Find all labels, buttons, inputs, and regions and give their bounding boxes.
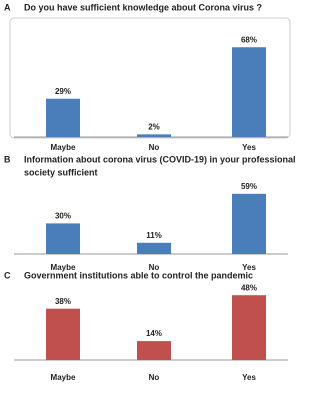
x-tick-label: Yes xyxy=(242,143,256,152)
x-tick-label: Yes xyxy=(242,263,256,272)
x-tick-label: Maybe xyxy=(51,263,76,272)
x-tick-label: Maybe xyxy=(51,143,76,152)
panel-label: C xyxy=(4,270,11,280)
x-tick-label: Yes xyxy=(242,373,256,382)
chart-title: society sufficient xyxy=(24,167,98,177)
value-label: 30% xyxy=(55,212,71,221)
value-label: 29% xyxy=(55,87,71,96)
value-label: 14% xyxy=(146,329,162,338)
panel-frame xyxy=(9,17,291,139)
x-tick-label: Maybe xyxy=(51,373,76,382)
bar xyxy=(46,223,80,254)
x-tick-label: No xyxy=(149,373,160,382)
panel-label: B xyxy=(4,154,11,164)
chart-title: Do you have sufficient knowledge about C… xyxy=(24,2,262,12)
figure: A Do you have sufficient knowledge about … xyxy=(4,2,296,382)
bar xyxy=(232,47,266,137)
bar xyxy=(137,242,171,254)
bar xyxy=(232,295,266,360)
chart-title: Information about corona virus (COVID-19… xyxy=(24,154,296,164)
bar xyxy=(137,134,171,137)
chart-title: Government institutions able to control … xyxy=(24,270,253,280)
value-label: 68% xyxy=(241,35,257,44)
value-label: 38% xyxy=(55,297,71,306)
value-label: 48% xyxy=(241,283,257,292)
panel-label: A xyxy=(4,2,11,12)
x-tick-label: No xyxy=(149,263,160,272)
x-tick-label: No xyxy=(149,143,160,152)
value-label: 59% xyxy=(241,182,257,191)
value-label: 11% xyxy=(146,231,162,240)
bar xyxy=(46,98,80,137)
value-label: 2% xyxy=(148,122,160,131)
bar xyxy=(232,193,266,254)
bar xyxy=(137,341,171,360)
bar xyxy=(46,308,80,360)
